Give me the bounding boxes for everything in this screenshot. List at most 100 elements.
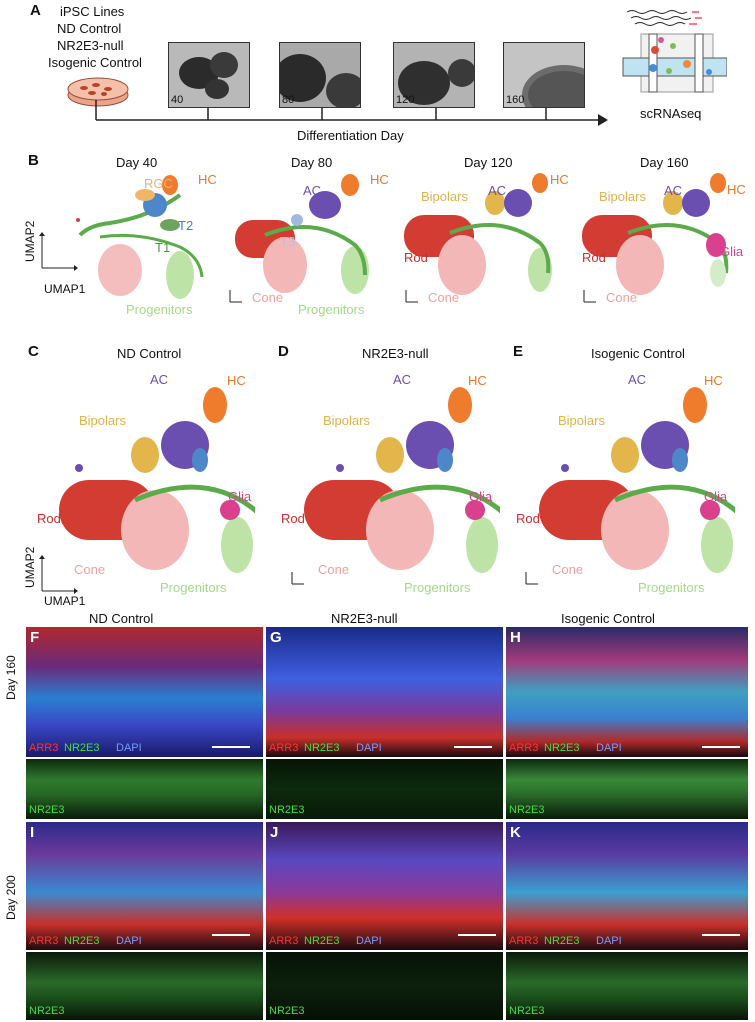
label-rgc: RGC: [144, 176, 173, 191]
petri-dish-icon: [67, 77, 129, 107]
stain-label-nr2e3-only-h: NR2E3: [509, 804, 545, 816]
umap-title-nd-control: ND Control: [117, 346, 182, 361]
umap-title-day80: Day 80: [291, 155, 333, 170]
umap-axes-small-e: [525, 572, 538, 585]
row-label-day160: Day 160: [4, 655, 18, 700]
stain-label-dapi-i: DAPI: [116, 935, 142, 947]
day-label-40: 40: [171, 94, 184, 106]
axis-umap1-c: UMAP1: [44, 594, 86, 608]
label-ac-d: AC: [393, 372, 412, 387]
umap-title-day160: Day 160: [640, 155, 689, 170]
micro-title-isogenic-control: Isogenic Control: [561, 611, 655, 626]
label-rod-c: Rod: [37, 511, 61, 526]
label-cone-c: Cone: [74, 562, 106, 577]
panel-letter-e: E: [513, 343, 524, 360]
label-bipolars-d160: Bipolars: [599, 189, 646, 204]
line-nd-control: ND Control: [57, 21, 122, 36]
label-ac-e: AC: [628, 372, 647, 387]
panel-letter-a: A: [30, 2, 41, 19]
organoid-image-day120: 120: [393, 42, 475, 108]
label-bipolars-d: Bipolars: [323, 413, 370, 428]
line-isogenic-control: Isogenic Control: [48, 55, 142, 70]
micro-merged-g: G ARR3 NR2E3 DAPI: [266, 627, 503, 757]
scrnaseq-label: scRNAseq: [640, 106, 702, 121]
label-progenitors-e: Progenitors: [638, 580, 705, 595]
micro-title-nd-control: ND Control: [89, 611, 154, 626]
label-progenitors-d40: Progenitors: [126, 302, 193, 317]
label-cone-d80: Cone: [252, 290, 284, 305]
label-bipolars-c: Bipolars: [79, 413, 126, 428]
micro-merged-f: F ARR3 NR2E3 DAPI: [26, 627, 263, 757]
day-label-80: 80: [282, 94, 295, 106]
stain-label-arr3-j: ARR3: [269, 935, 299, 947]
line-nr2e3-null: NR2E3-null: [57, 38, 124, 53]
label-cone-d: Cone: [318, 562, 350, 577]
label-glia-c: Glia: [228, 489, 252, 504]
label-hc-e: HC: [704, 373, 723, 388]
micro-merged-j: J ARR3 NR2E3 DAPI: [266, 822, 503, 950]
label-t3: T3: [280, 234, 296, 249]
umap-axes-small-d160: [583, 290, 596, 303]
ipsc-lines-title: iPSC Lines: [60, 4, 125, 19]
stain-label-dapi-j: DAPI: [356, 935, 382, 947]
panel-letter-b: B: [28, 152, 39, 169]
stain-label-arr3-g: ARR3: [269, 742, 299, 754]
label-cone-d120: Cone: [428, 290, 460, 305]
panel-letter-h: H: [510, 629, 521, 646]
umap-nr2e3-null: [304, 387, 500, 573]
panel-letter-i: I: [30, 824, 35, 841]
micro-merged-i: I ARR3 NR2E3 DAPI: [26, 822, 263, 950]
umap-day160: [582, 173, 729, 295]
umap-axes-d40: [39, 232, 78, 271]
stain-label-dapi-f: DAPI: [116, 742, 142, 754]
stain-label-nr2e3-i: NR2E3: [64, 935, 100, 947]
stain-label-nr2e3-only-g: NR2E3: [269, 804, 305, 816]
label-hc-d80: HC: [370, 172, 389, 187]
panel-letter-c: C: [28, 343, 39, 360]
umap-day120: [404, 173, 552, 295]
micro-title-nr2e3-null: NR2E3-null: [331, 611, 398, 626]
label-hc-d40: HC: [198, 172, 217, 187]
scale-bar-g: [454, 746, 492, 748]
label-t2: T2: [178, 218, 194, 233]
micro-nr2e3-i: NR2E3: [26, 952, 263, 1020]
label-ac-d120: AC: [488, 183, 507, 198]
label-glia-d: Glia: [469, 489, 493, 504]
label-ac-c: AC: [150, 372, 169, 387]
scale-bar-f: [212, 746, 250, 748]
panel-letter-g: G: [270, 629, 282, 646]
organoid-image-day160: 160: [503, 42, 585, 108]
umap-axes-c: [39, 555, 78, 594]
stain-label-dapi-g: DAPI: [356, 742, 382, 754]
stain-label-nr2e3-k: NR2E3: [544, 935, 580, 947]
label-hc-d: HC: [468, 373, 487, 388]
scale-bar-j: [458, 934, 496, 936]
label-cone-d160: Cone: [606, 290, 638, 305]
scale-bar-h: [702, 746, 740, 748]
panel-letter-j: J: [270, 824, 279, 841]
label-progenitors-d: Progenitors: [404, 580, 471, 595]
umap-title-day40: Day 40: [116, 155, 158, 170]
micro-merged-h: H ARR3 NR2E3 DAPI: [506, 627, 748, 757]
day-label-120: 120: [396, 94, 415, 106]
differentiation-day-label: Differentiation Day: [297, 128, 404, 143]
panel-letter-k: K: [510, 824, 521, 841]
label-ac-d80: AC: [303, 183, 322, 198]
micro-nr2e3-f: NR2E3: [26, 759, 263, 819]
panel-letter-d: D: [278, 343, 289, 360]
umap-day80: [235, 174, 369, 294]
label-hc-d160: HC: [727, 182, 746, 197]
micro-nr2e3-k: NR2E3: [506, 952, 748, 1020]
micro-nr2e3-h: NR2E3: [506, 759, 748, 819]
umap-title-isogenic-control: Isogenic Control: [591, 346, 685, 361]
stain-label-nr2e3-h: NR2E3: [544, 742, 580, 754]
stain-label-nr2e3-only-i: NR2E3: [29, 1005, 65, 1017]
micro-merged-k: K ARR3 NR2E3 DAPI: [506, 822, 748, 950]
day-label-160: 160: [506, 94, 525, 106]
axis-umap2-b: UMAP2: [23, 220, 37, 262]
stain-label-nr2e3-j: NR2E3: [304, 935, 340, 947]
umap-title-day120: Day 120: [464, 155, 513, 170]
label-glia-d160: Glia: [720, 244, 744, 259]
umap-nd-control: [59, 387, 255, 573]
organoid-image-day80: 80: [279, 42, 361, 108]
